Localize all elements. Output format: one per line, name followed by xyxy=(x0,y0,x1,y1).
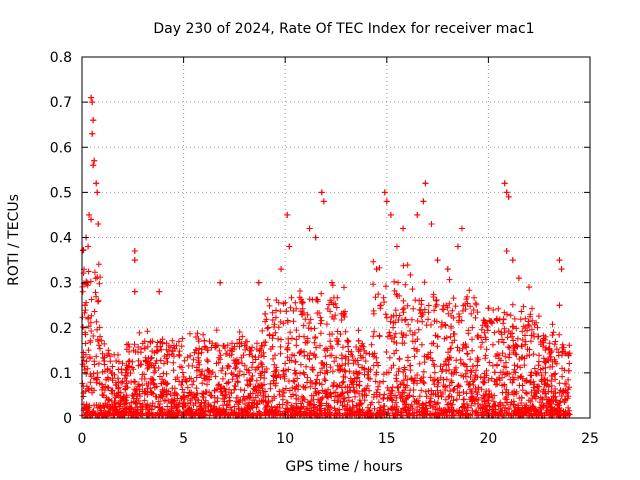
x-tick-label: 25 xyxy=(581,431,599,447)
data-point xyxy=(373,266,380,273)
data-point xyxy=(156,288,163,295)
data-point xyxy=(306,225,313,232)
data-point xyxy=(505,193,512,200)
data-point xyxy=(95,220,102,227)
axis-tick-labels: 0 5 10 15 20 25 0 0.1 0.2 0.3 0.4 0.5 0.6 0.7 0.8 xyxy=(50,50,599,447)
data-point xyxy=(458,225,465,232)
y-tick-label: 0 xyxy=(63,411,72,427)
data-point xyxy=(91,157,98,164)
roti-markers xyxy=(79,94,573,419)
chart-title: Day 230 of 2024, Rate Of TEC Index for r… xyxy=(153,21,534,37)
data-point xyxy=(284,211,291,218)
data-point xyxy=(86,211,93,218)
y-tick-label: 0.3 xyxy=(50,276,72,292)
x-axis-label: GPS time / hours xyxy=(285,459,402,475)
x-tick-label: 5 xyxy=(179,431,188,447)
y-tick-label: 0.8 xyxy=(50,50,72,66)
data-point xyxy=(217,279,224,286)
data-point xyxy=(414,211,421,218)
x-tick-label: 20 xyxy=(479,431,497,447)
data-point xyxy=(286,243,293,250)
y-tick-label: 0.1 xyxy=(50,366,72,382)
y-tick-label: 0.2 xyxy=(50,321,72,337)
data-point xyxy=(556,257,563,264)
data-point xyxy=(428,220,435,227)
y-axis-label: ROTI / TECUs xyxy=(6,194,22,286)
data-point xyxy=(503,248,510,255)
data-point xyxy=(131,248,138,255)
data-point xyxy=(526,284,533,291)
data-point xyxy=(393,243,400,250)
data-point xyxy=(320,198,327,205)
data-point xyxy=(503,189,510,196)
y-tick-label: 0.4 xyxy=(50,231,72,247)
x-tick-label: 15 xyxy=(378,431,396,447)
data-point xyxy=(381,189,388,196)
data-point xyxy=(400,225,407,232)
data-point xyxy=(90,162,97,169)
data-point xyxy=(89,99,96,106)
data-point xyxy=(515,275,522,282)
x-tick-label: 10 xyxy=(276,431,294,447)
y-tick-label: 0.6 xyxy=(50,140,72,156)
data-point xyxy=(131,257,138,264)
y-tick-label: 0.5 xyxy=(50,185,72,201)
data-point xyxy=(556,302,563,309)
data-point xyxy=(420,198,427,205)
data-point xyxy=(383,198,390,205)
data-point xyxy=(434,257,441,264)
axis-ticks xyxy=(81,56,591,419)
data-point xyxy=(88,216,95,223)
x-tick-label: 0 xyxy=(78,431,87,447)
grid-lines xyxy=(82,57,590,418)
y-tick-label: 0.7 xyxy=(50,95,72,111)
data-point xyxy=(422,180,429,187)
data-point xyxy=(454,243,461,250)
data-point xyxy=(558,266,565,273)
data-point xyxy=(444,266,451,273)
data-point xyxy=(387,211,394,218)
data-point xyxy=(509,257,516,264)
data-point xyxy=(278,266,285,273)
data-point xyxy=(501,180,508,187)
data-point xyxy=(85,243,92,250)
data-point xyxy=(89,130,96,137)
data-point xyxy=(94,189,101,196)
data-point xyxy=(318,189,325,196)
data-point xyxy=(82,302,89,309)
data-point xyxy=(85,315,92,322)
data-point xyxy=(255,279,262,286)
data-point xyxy=(90,117,97,124)
data-point xyxy=(88,94,95,101)
data-point xyxy=(93,180,100,187)
data-point xyxy=(131,288,138,295)
data-point xyxy=(312,234,319,241)
data-point xyxy=(328,279,335,286)
